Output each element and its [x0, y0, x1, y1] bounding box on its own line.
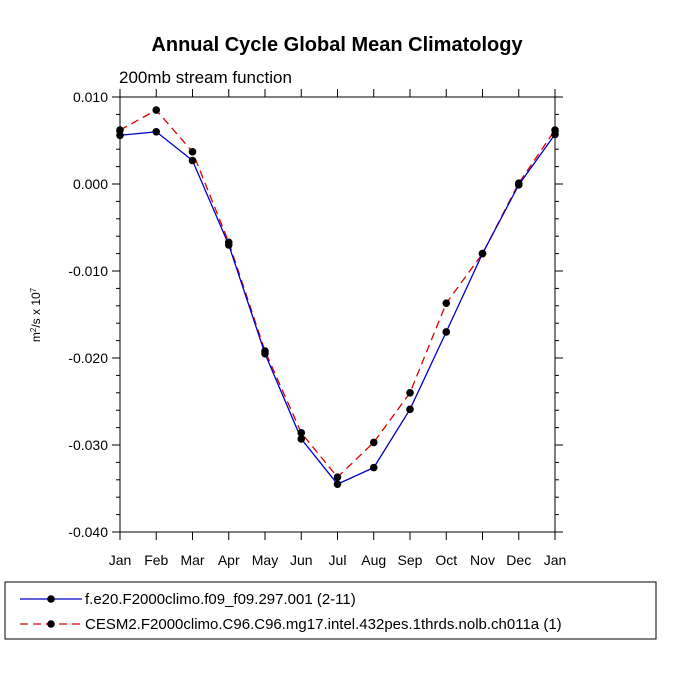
data-point: [297, 435, 306, 443]
data-point: [369, 438, 378, 447]
x-tick-label: Sep: [398, 552, 423, 568]
legend: f.e20.F2000climo.f09_f09.297.001 (2-11) C…: [4, 581, 657, 640]
x-tick-label: Oct: [435, 552, 457, 568]
y-tick-label: 0.010: [73, 89, 108, 105]
data-point: [116, 131, 124, 140]
y-tick-label: 0.000: [73, 176, 108, 192]
data-point: [116, 126, 124, 134]
x-tick-label: Jul: [329, 552, 347, 568]
y-tick-label: -0.040: [68, 524, 108, 540]
x-tick-label: Dec: [506, 552, 531, 568]
data-point: [333, 480, 342, 488]
legend-label: f.e20.F2000climo.f09_f09.297.001 (2-11): [85, 591, 356, 608]
data-point: [406, 405, 414, 414]
data-point: [188, 148, 197, 156]
data-point: [333, 473, 342, 481]
legend-label: CESM2.F2000climo.C96.C96.mg17.intel.432p…: [85, 616, 562, 633]
legend-marker: [47, 620, 55, 628]
y-tick-label: -0.010: [68, 263, 108, 279]
data-point: [442, 299, 451, 307]
data-point: [369, 463, 378, 472]
y-axis-label: m2/s x 107: [29, 287, 44, 342]
data-point: [442, 328, 451, 336]
legend-box: [4, 581, 657, 640]
data-point: [297, 429, 306, 437]
data-point: [188, 156, 197, 165]
data-point: [152, 106, 161, 114]
chart-subtitle: 200mb stream function: [119, 68, 292, 87]
series-line: [119, 131, 556, 485]
x-tick-label: Jan: [109, 552, 132, 568]
plot-frame: [119, 96, 556, 533]
chart-title: Annual Cycle Global Mean Climatology: [151, 34, 523, 56]
x-tick-label: Jan: [544, 552, 567, 568]
series-line: [119, 109, 556, 479]
y-tick-label: -0.030: [68, 437, 108, 453]
x-tick-label: May: [252, 552, 278, 568]
data-point: [406, 389, 414, 397]
x-tick-label: Mar: [180, 552, 204, 568]
y-tick-label: -0.020: [68, 350, 108, 366]
data-point: [224, 241, 233, 249]
data-point: [514, 181, 523, 189]
x-tick-label: Feb: [144, 552, 168, 568]
x-tick-label: Nov: [470, 552, 495, 568]
x-tick-label: Apr: [218, 552, 240, 568]
x-tick-label: Jun: [290, 552, 313, 568]
data-point: [152, 128, 161, 136]
data-point: [551, 130, 559, 139]
legend-marker: [47, 595, 55, 603]
x-tick-label: Aug: [361, 552, 386, 568]
data-point: [478, 249, 487, 258]
data-point: [261, 349, 269, 358]
